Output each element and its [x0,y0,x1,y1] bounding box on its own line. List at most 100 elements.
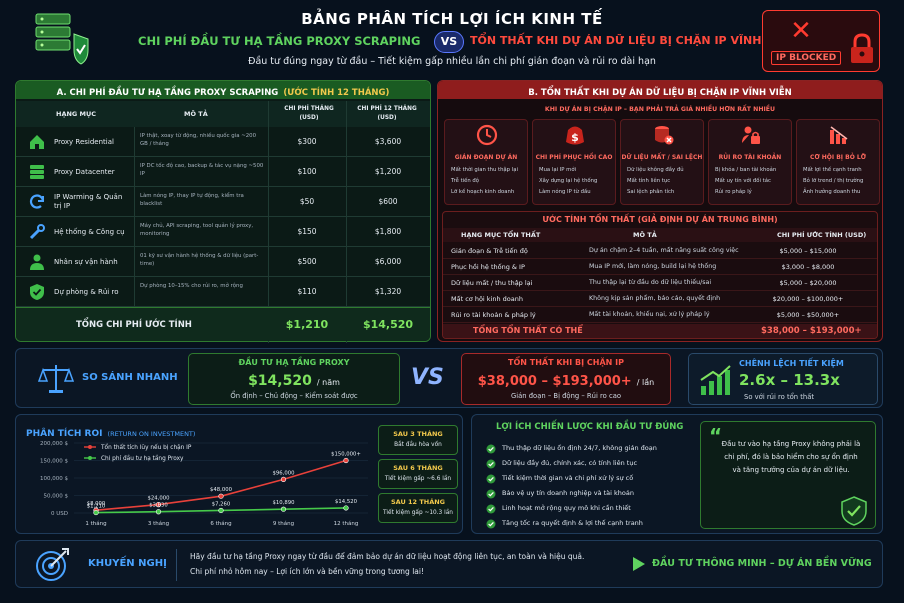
loss-row-desc: Mua IP mới, làm nóng, build lại hệ thống [589,263,717,270]
loss-row-name: Gián đoạn & Trễ tiến độ [451,247,528,255]
loss-col-header: HẠNG MỤC TỔN THẤT [461,231,541,239]
compare-vs: VS [411,365,444,390]
loss-unit: / lần [636,378,655,387]
data-point [155,509,162,515]
loss-row-name: Phục hồi hệ thống & IP [451,263,525,271]
loss-card-item: Bỏ lỡ trend / thị trường [803,178,864,184]
table-row: Nhân sự vận hành 01 kỹ sư vận hành hệ thố… [16,247,430,277]
row-year: $6,000 [374,257,402,266]
roi-title: PHÂN TÍCH ROI [26,429,103,439]
vs-badge: VS [434,31,464,53]
row-desc: Máy chủ, API scraping, tool quản lý prox… [140,223,254,237]
loss-row-cost: $5,000 – $15,000 [779,247,837,255]
loss-value: $38,000 – $193,000+ [477,374,632,389]
table-row: Dự phòng & Rủi ro Dự phòng 10–15% cho rủi… [16,277,430,307]
datacenter-icon [28,163,46,181]
chart-down-icon [828,124,850,146]
roi-chart: 0 USD 50,000 $ 100,000 $ 150,000 $ 200,000 $… [40,441,368,527]
database-icon [652,124,674,146]
loss-card: $ CHI PHÍ PHỤC HỒI CAO Mua lại IP mới Xây d… [532,119,616,205]
check-circle-icon [486,489,496,499]
quote-box: “ Đầu tư vào hạ tầng Proxy không phải là… [700,421,876,529]
row-name: Nhân sự vận hành [54,257,118,266]
loss-card-item: Mất thời gian thu thập lại [451,167,518,173]
ip-blocked-label: IP BLOCKED [771,51,842,65]
loss-row-desc: Thu thập lại từ đầu do dữ liệu thiếu/sai [589,279,712,286]
col-header: HẠNG MỤC [56,110,97,118]
list-item: Dữ liệu đầy đủ, chính xác, có tính liên … [486,458,698,470]
loss-card: RỦI RO TÀI KHOẢN Bị khóa / ban tài khoản M… [708,119,792,205]
loss-card-title: DỮ LIỆU MẤT / SAI LỆCH [621,154,703,161]
money-icon: $ [564,124,586,146]
house-icon [28,133,46,151]
benefit-text: Tiết kiệm thời gian và chi phí xử lý sự … [502,474,634,482]
row-name: Proxy Datacenter [54,167,115,176]
section-a-header: A. CHI PHÍ ĐẦU TƯ HẠ TẦNG PROXY SCRAPING… [16,81,430,99]
total-year: $14,520 [362,318,414,331]
page-title: BẢNG PHÂN TÍCH LỢI ÍCH KINH TẾ [301,10,603,28]
row-desc: IP DC tốc độ cao, backup & tác vụ nặng ~… [140,163,264,177]
lock-icon [740,124,762,146]
loss-col-header: CHI PHÍ ƯỚC TÍNH (USD) [777,231,867,239]
data-point [155,501,162,508]
loss-card-title: CHI PHÍ PHỤC HỒI CAO [535,154,613,161]
person-icon [28,253,46,271]
invest-note: Ổn định – Chủ động – Kiểm soát được [230,392,358,400]
row-year: $1,320 [374,287,402,296]
loss-table-row: Rủi ro tài khoản & pháp lý Mất tài khoản,… [443,307,877,323]
benefit-text: Linh hoạt mở rộng quy mô khi cần thiết [502,504,631,512]
benefit-text: Bảo vệ uy tín doanh nghiệp và tài khoản [502,489,634,497]
loss-card-item: Sai lệch phân tích [627,189,675,195]
row-name: Proxy Residential [54,137,114,146]
data-label: $150,000+ [331,452,361,458]
section-b-title: B. TỔN THẤT KHI DỰ ÁN DỮ LIỆU BỊ CHẶN IP… [528,88,792,98]
data-label: $14,520 [335,499,358,505]
legend-marker [88,445,92,449]
loss-card-item: Xây dựng lại hệ thống [539,178,598,184]
loss-table-row: Mất cơ hội kinh doanh Không kịp sản phẩm,… [443,291,877,307]
ip-blocked-badge: ✕ IP BLOCKED [762,10,880,72]
loss-card-title: GIÁN ĐOẠN DỰ ÁN [454,154,518,161]
play-icon [632,556,646,572]
recommend-cta[interactable]: ĐẦU TƯ THÔNG MINH – DỰ ÁN BỀN VỮNG [652,558,872,569]
section-a-panel: A. CHI PHÍ ĐẦU TƯ HẠ TẦNG PROXY SCRAPING… [15,80,431,343]
recommend-line-2: Chi phí nhỏ hôm nay – Lợi ích lớn và bền… [190,567,424,576]
row-desc: Dự phòng 10–15% cho rủi ro, mở rộng [140,283,243,289]
row-desc: 01 kỹ sư vận hành hệ thống & dữ liệu (pa… [140,253,259,267]
loss-box: TỔN THẤT KHI BỊ CHẶN IP $38,000 – $193,0… [461,353,671,405]
total-month: $1,210 [285,318,329,331]
roi-note: SAU 6 THÁNG Tiết kiệm gấp ~6.6 lần [378,459,458,489]
list-item: Linh hoạt mở rộng quy mô khi cần thiết [486,503,698,515]
roi-title-suffix: (RETURN ON INVESTMENT) [107,430,196,438]
table-row: IP Warming & Quản trị IP Làm nóng IP, tha… [16,187,430,217]
row-year: $1,800 [374,227,402,236]
col-header: CHI PHÍ THÁNG (USD) [284,106,334,121]
data-label: $24,000 [148,496,171,502]
loss-card-item: Lỡ kế hoạch kinh doanh [451,189,515,195]
loss-row-name: Mất cơ hội kinh doanh [451,295,523,303]
check-circle-icon [486,504,496,514]
loss-row-cost: $20,000 – $100,000+ [772,295,844,303]
roi-note-text: Bắt đầu hòa vốn [394,442,442,448]
row-name: IP Warming & Quản trị IP [54,193,123,210]
data-point [218,507,224,514]
loss-table-row: Dữ liệu mất / thu thập lại Thu thập lại t… [443,275,877,291]
loss-card-item: Mất tính liên tục [627,178,671,184]
roi-note-title: SAU 6 THÁNG [393,464,443,472]
x-tick-label: 1 tháng [85,520,106,527]
data-point [343,505,349,511]
shield-check-icon [841,496,867,526]
x-tick-label: 9 tháng [273,520,294,527]
data-label: $96,000 [273,470,296,476]
x-tick-label: 12 tháng [334,520,359,527]
col-header: MÔ TẢ [184,110,208,118]
loss-table-row: Phục hồi hệ thống & IP Mua IP mới, làm nó… [443,259,877,275]
invest-value-line: $14,520 / năm [189,370,399,389]
table-row: Hệ thống & Công cụ Máy chủ, API scraping,… [16,217,430,247]
recommend-panel: KHUYẾN NGHỊ Hãy đầu tư hạ tầng Proxy nga… [15,540,883,588]
x-tick-label: 6 tháng [210,520,231,527]
row-desc: IP thật, xoay từ động, nhiều quốc gia ~2… [140,133,257,147]
loss-row-name: Dữ liệu mất / thu thập lại [451,279,533,287]
list-item: Tiết kiệm thời gian và chi phí xử lý sự … [486,473,698,485]
check-circle-icon [486,474,496,484]
